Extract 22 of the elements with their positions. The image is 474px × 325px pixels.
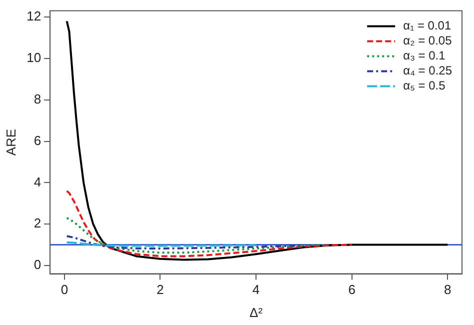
y-tick-label: 8 [34,91,42,106]
y-tick-label: 2 [34,216,42,231]
legend-label: α₁ = 0.01 [403,18,452,33]
y-tick-label: 0 [34,257,42,272]
legend-label: α₅ = 0.5 [403,78,446,93]
y-axis-title: ARE [3,128,18,156]
y-tick-label: 12 [26,8,42,24]
y-tick-label: 10 [26,50,42,66]
line-series [66,190,353,258]
x-tick-label: 8 [444,282,452,298]
x-tick-label: 2 [156,282,164,298]
legend-label: α₃ = 0.1 [403,48,446,63]
x-axis-title: Δ² [250,304,264,320]
legend-label: α₄ = 0.25 [403,64,452,78]
y-tick-label: 6 [34,132,42,148]
y-tick-label: 4 [34,174,42,190]
x-tick-label: 0 [60,282,68,298]
x-tick-label: 4 [252,282,260,298]
x-tick-label: 6 [348,282,356,298]
line-series [66,235,305,250]
line-series [66,216,329,254]
legend-label: α₂ = 0.05 [403,34,452,48]
